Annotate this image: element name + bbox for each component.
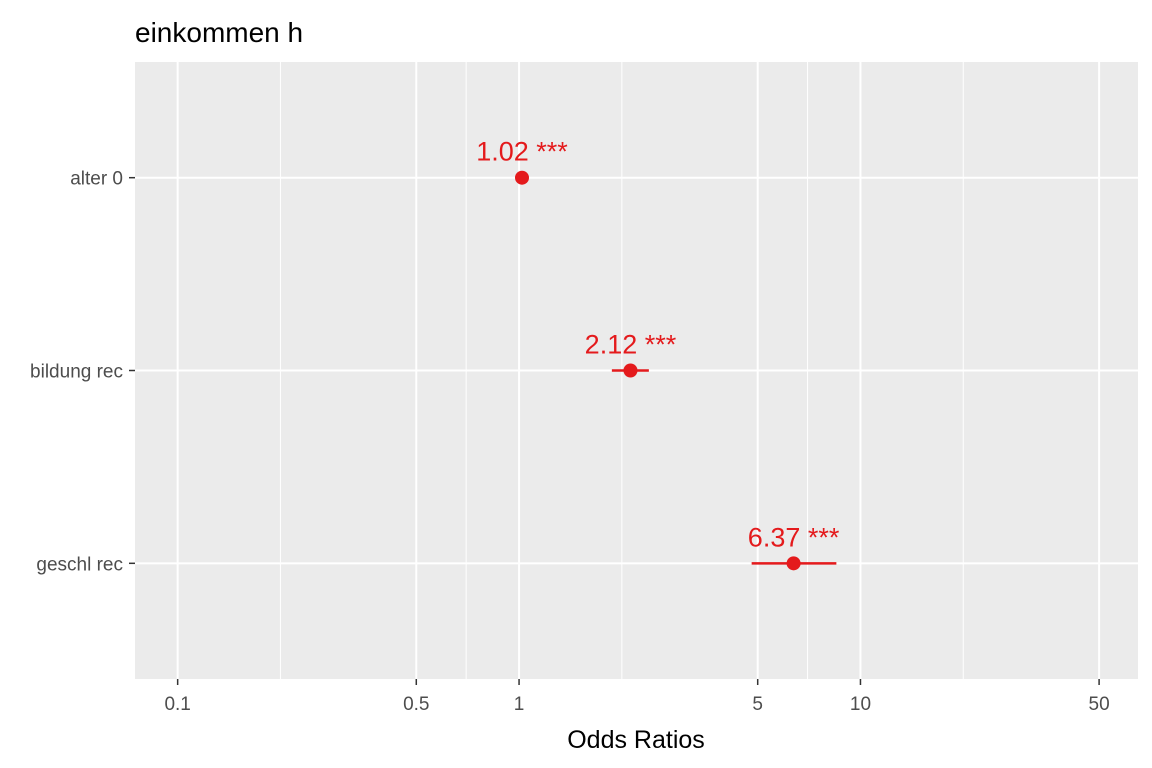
value-label: 2.12 *** — [585, 330, 677, 360]
x-axis-title: Odds Ratios — [567, 726, 705, 754]
x-axis: 0.1 0.5 1 5 10 50 — [164, 679, 1110, 715]
y-tick-label: bildung rec — [30, 362, 123, 383]
x-tick-label: 10 — [850, 694, 871, 715]
data-marks: 1.02 *** 2.12 *** 6.37 *** — [476, 137, 840, 571]
value-label: 1.02 *** — [476, 137, 568, 167]
estimate-point — [786, 556, 801, 571]
x-tick-label: 1 — [514, 694, 525, 715]
estimate-point — [623, 363, 638, 378]
y-tick-label: alter 0 — [70, 169, 123, 190]
estimate-point — [514, 170, 529, 185]
y-tick-label: geschl rec — [36, 554, 123, 575]
chart-title: einkommen h — [135, 17, 303, 48]
x-tick-label: 50 — [1089, 694, 1110, 715]
value-label: 6.37 *** — [748, 522, 840, 552]
x-tick-label: 5 — [752, 694, 763, 715]
x-tick-label: 0.5 — [403, 694, 429, 715]
x-tick-label: 0.1 — [164, 694, 190, 715]
y-axis: alter 0 bildung rec geschl rec — [30, 169, 135, 575]
